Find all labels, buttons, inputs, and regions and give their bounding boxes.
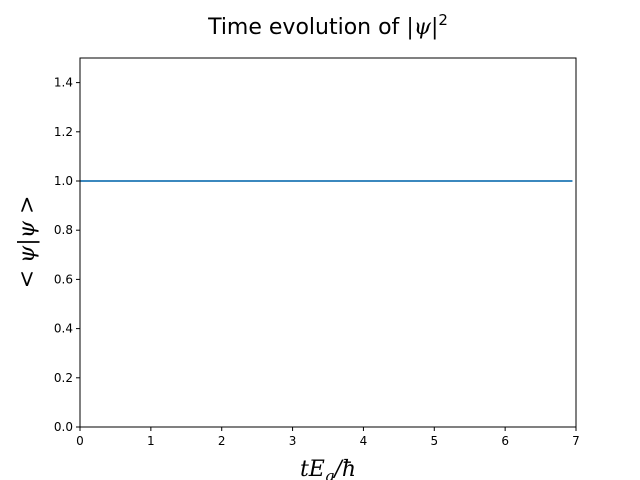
y-tick-label: 1.0 (54, 174, 73, 188)
chart-title-math: |ψ| (406, 15, 438, 40)
x-axis-label: tEg/ħ (300, 457, 356, 480)
x-tick-label: 4 (360, 434, 368, 448)
x-ticks: 0 1 2 3 4 5 6 7 (76, 427, 580, 448)
x-tick-label: 3 (289, 434, 297, 448)
x-axis-label-sub: g (325, 467, 335, 480)
y-tick-label: 0.8 (54, 223, 73, 237)
y-tick-label: 0.2 (54, 371, 73, 385)
x-tick-label: 0 (76, 434, 84, 448)
chart-title: Time evolution of |ψ|2 (207, 11, 448, 40)
x-tick-label: 2 (218, 434, 226, 448)
y-tick-label: 0.6 (54, 272, 73, 286)
x-axis-label-tail: /ħ (332, 457, 356, 480)
x-tick-label: 5 (430, 434, 438, 448)
plot-area (80, 58, 576, 427)
chart-title-sup: 2 (438, 11, 448, 29)
y-tick-label: 1.2 (54, 125, 73, 139)
x-tick-label: 1 (147, 434, 155, 448)
y-tick-label: 0.0 (54, 420, 73, 434)
y-tick-label: 0.4 (54, 322, 73, 336)
x-axis-label-main: tE (300, 457, 325, 480)
plot-frame (79, 57, 577, 428)
x-tick-label: 6 (501, 434, 509, 448)
y-tick-label: 1.4 (54, 76, 73, 90)
y-ticks: 0.0 0.2 0.4 0.6 0.8 1.0 1.2 1.4 (54, 76, 80, 434)
y-axis-label: < ψ|ψ > (15, 196, 40, 289)
x-tick-label: 7 (572, 434, 580, 448)
chart-title-prefix: Time evolution of (207, 15, 406, 40)
